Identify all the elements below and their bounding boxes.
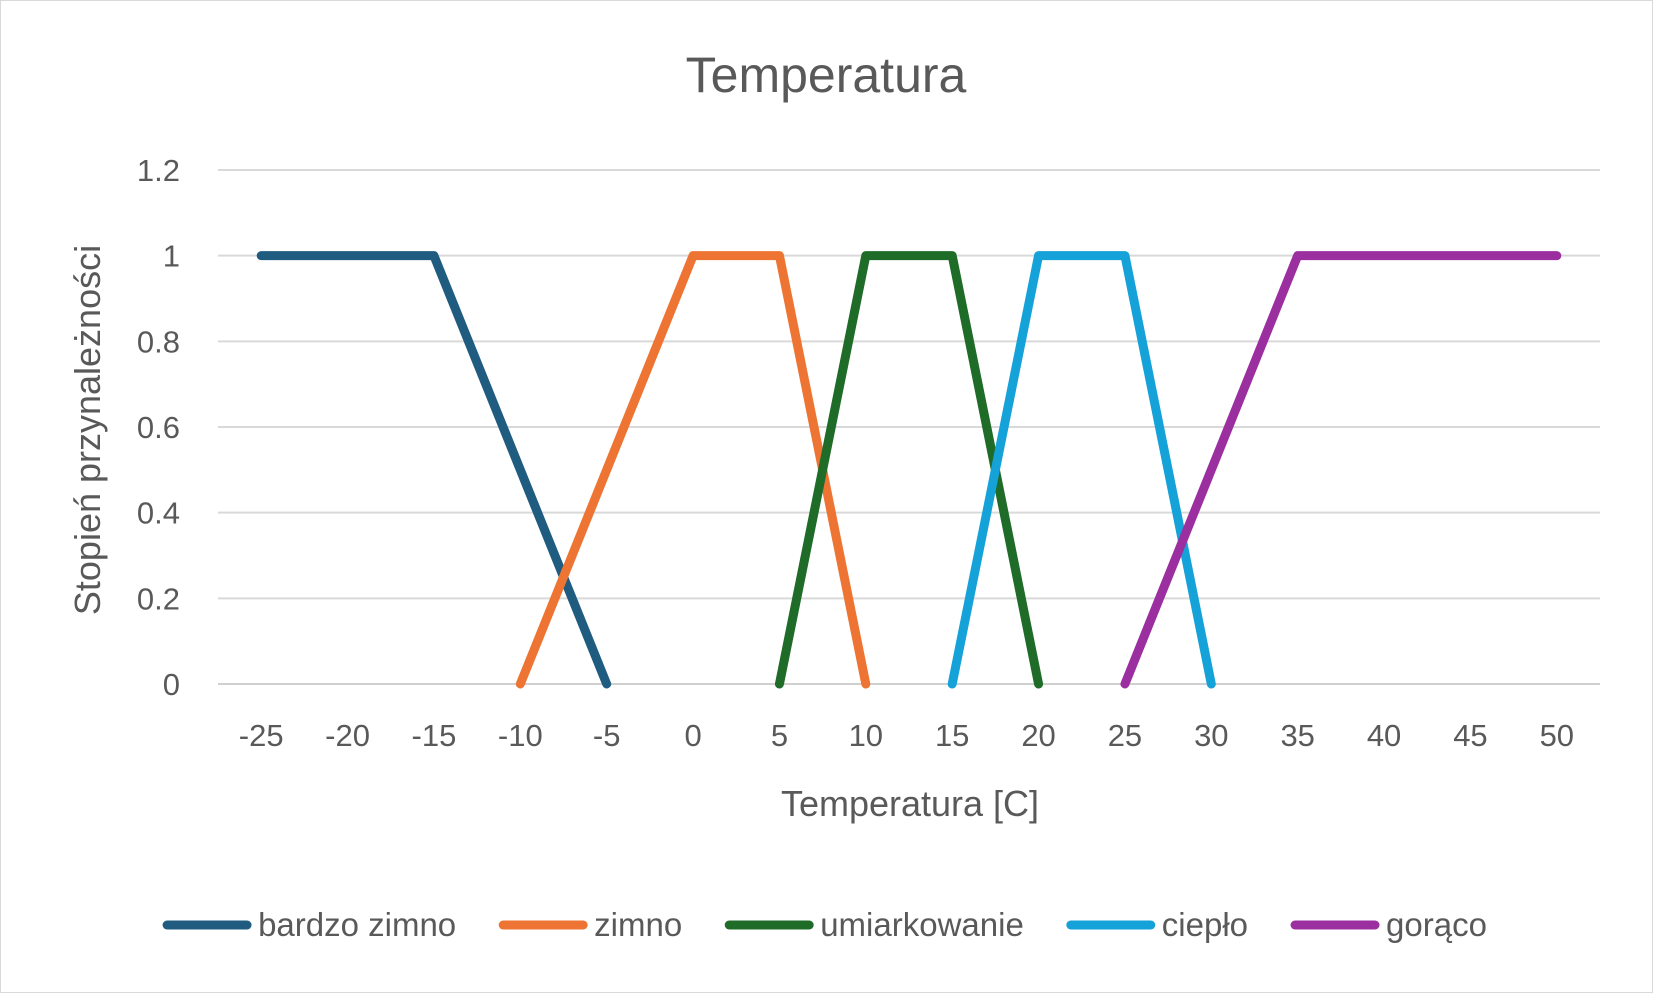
y-tick-label: 0.2: [137, 581, 180, 616]
x-tick-label: 0: [684, 718, 701, 753]
legend-label: bardzo zimno: [258, 906, 456, 943]
y-tick-label: 0: [163, 667, 180, 702]
legend-item: gorąco: [1290, 906, 1487, 943]
x-tick-label: 5: [771, 718, 788, 753]
x-tick-label: 20: [1021, 718, 1055, 753]
x-tick-label: 45: [1453, 718, 1487, 753]
y-axis-ticks: 0 0.2 0.4 0.6 0.8 1 1.2: [137, 153, 180, 702]
y-axis-label: Stopień przynależności: [67, 245, 108, 615]
legend: bardzo zimno zimno umiarkowanie ciepło gorąc…: [162, 906, 1487, 943]
x-tick-label: 50: [1540, 718, 1574, 753]
legend-label: zimno: [594, 906, 682, 943]
legend-label: gorąco: [1386, 906, 1487, 943]
series-line-4: [1120, 251, 1562, 689]
legend-item: bardzo zimno: [162, 906, 456, 943]
legend-item: umiarkowanie: [724, 906, 1024, 943]
y-tick-label: 0.8: [137, 324, 180, 359]
x-tick-label: -25: [239, 718, 284, 753]
chart-title: Temperatura: [686, 47, 967, 103]
series-line-1: [515, 251, 871, 689]
x-tick-label: -20: [325, 718, 370, 753]
x-tick-label: 35: [1280, 718, 1314, 753]
legend-item: ciepło: [1066, 906, 1248, 943]
x-axis-label: Temperatura [C]: [781, 783, 1039, 824]
x-tick-label: 25: [1108, 718, 1142, 753]
x-axis-ticks: -25 -20 -15 -10 -5 0 5 10 15 20 25 30 35 40 45 50: [239, 718, 1574, 753]
series-line-3: [947, 251, 1216, 689]
legend-label: umiarkowanie: [820, 906, 1024, 943]
legend-item: zimno: [498, 906, 682, 943]
x-tick-label: 15: [935, 718, 969, 753]
x-tick-label: 10: [849, 718, 883, 753]
series-line-0: [256, 251, 612, 689]
y-tick-label: 0.6: [137, 410, 180, 445]
x-tick-label: 30: [1194, 718, 1228, 753]
y-tick-label: 1: [163, 239, 180, 274]
x-tick-label: 40: [1367, 718, 1401, 753]
x-tick-label: -5: [593, 718, 621, 753]
x-tick-label: -10: [498, 718, 543, 753]
y-tick-label: 1.2: [137, 153, 180, 188]
y-tick-label: 0.4: [137, 496, 180, 531]
legend-label: ciepło: [1162, 906, 1248, 943]
x-tick-label: -15: [412, 718, 457, 753]
gridlines: [218, 169, 1600, 685]
series-lines: [256, 251, 1562, 689]
